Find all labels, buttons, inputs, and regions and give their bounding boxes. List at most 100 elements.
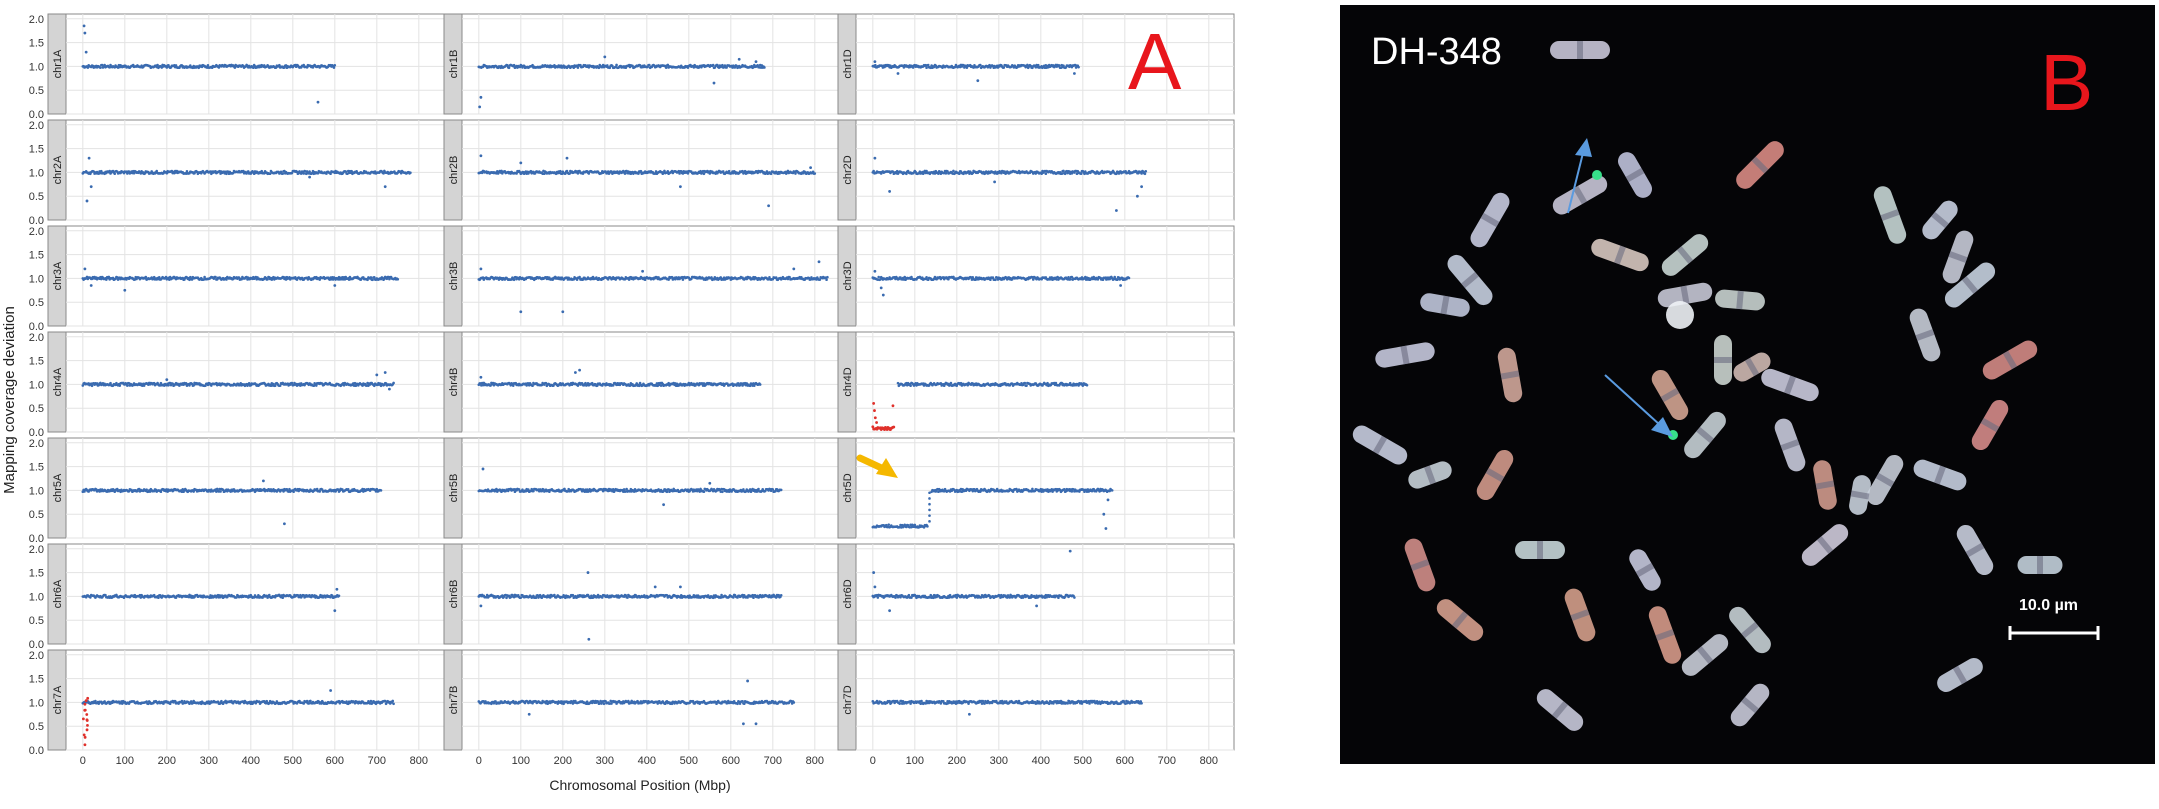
y-tick-label: 0.5 [29,85,44,97]
outlier-point [738,58,741,61]
facet-label: chr2D [842,155,854,184]
outlier-point [480,154,483,157]
data-point [1061,172,1064,175]
outlier-point [90,185,93,188]
data-point [623,488,626,491]
data-point [1037,64,1040,67]
data-point [814,172,817,175]
outlier-point [888,190,891,193]
y-tick-label: 1.0 [29,167,44,179]
data-point [1116,278,1119,281]
outlier-point [566,157,569,160]
data-point [513,278,516,281]
facet-label: chr3B [448,262,460,291]
outlier-point [83,25,86,28]
data-point [994,278,997,281]
facet-label: chr5A [52,473,64,502]
y-tick-label: 1.0 [29,485,44,497]
data-point [1032,278,1035,281]
outlier-point [1119,284,1122,287]
data-point [945,172,948,175]
y-tick-label: 0.5 [29,509,44,521]
facet-plot-area [462,438,840,538]
data-point [577,66,580,69]
data-point [1058,64,1061,67]
data-point [1082,384,1085,387]
y-tick-label: 0.5 [29,191,44,203]
outlier-point [641,270,644,273]
data-point [392,382,395,385]
y-tick-label: 1.5 [29,356,44,368]
data-point [952,170,955,173]
data-point [1145,170,1148,173]
data-point [99,66,102,69]
y-tick-label: 1.0 [29,61,44,73]
data-point [1024,382,1027,385]
data-point [1144,172,1147,175]
outlier-point [388,388,391,391]
facet-label: chr2B [448,156,460,185]
data-point [91,384,94,387]
outlier-point [480,267,483,270]
outlier-point [84,267,87,270]
data-point [158,276,161,279]
data-point [1062,170,1065,173]
y-tick-label: 2.0 [29,332,44,344]
facet-plot-area [856,226,1234,326]
data-point [825,278,828,281]
outlier-point [993,181,996,184]
data-point [371,278,374,281]
facet-label: chr1D [842,49,854,78]
facet-plot-area [462,332,840,432]
outlier-point [384,185,387,188]
outlier-point [1140,185,1143,188]
facet-label: chr3D [842,261,854,290]
data-point [712,64,715,67]
outlier-point [578,369,581,372]
outlier-point [308,176,311,179]
data-point [927,64,930,67]
outlier-point [283,522,286,525]
data-point [763,66,766,69]
deleted-point [874,416,877,419]
y-tick-label: 1.5 [29,250,44,262]
data-point [512,384,515,387]
outlier-point [317,101,320,104]
outlier-point [874,157,877,160]
data-point [794,172,797,175]
facet-label: chr4B [448,368,460,397]
data-point [281,172,284,175]
data-point [397,278,400,281]
outlier-point [88,157,91,160]
facet-label: chr5B [448,474,460,503]
outlier-point [384,371,387,374]
outlier-point [809,166,812,169]
data-point [274,384,277,387]
data-point [721,64,724,67]
data-point [207,64,210,67]
facet-label: chr1B [448,50,460,79]
outlier-point [519,310,522,313]
y-tick-label: 1.0 [29,379,44,391]
outlier-point [1115,209,1118,212]
data-point [214,276,217,279]
data-point [113,172,116,175]
data-point [373,276,376,279]
outlier-point [882,294,885,297]
data-point [225,172,228,175]
data-point [1077,66,1080,69]
outlier-point [1136,195,1139,198]
y-tick-label: 1.0 [29,273,44,285]
data-point [1003,66,1006,69]
data-point [666,491,669,494]
outlier-point [880,287,883,290]
data-point [615,64,618,67]
outlier-point [755,60,758,63]
outlier-point [561,310,564,313]
data-point [1128,277,1131,280]
data-point [925,66,928,69]
data-point [559,170,562,173]
facet-label: chr3A [52,261,64,290]
